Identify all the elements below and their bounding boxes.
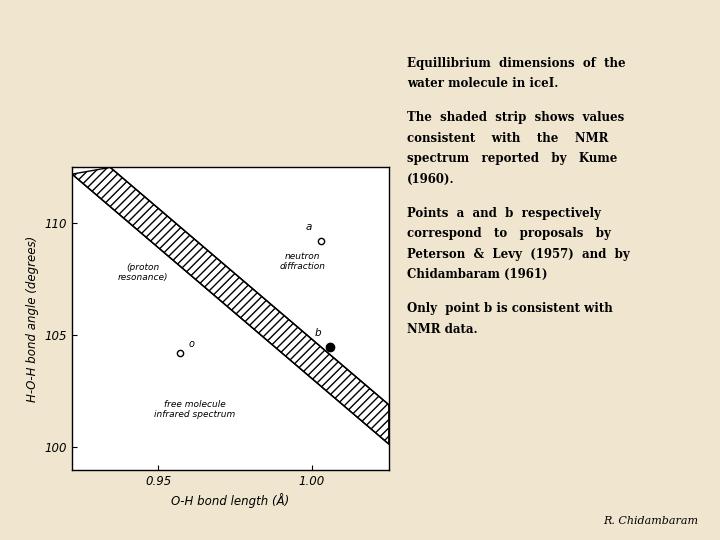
Y-axis label: H-O-H bond angle (degrees): H-O-H bond angle (degrees)	[26, 235, 39, 402]
Text: Chidambaram (1961): Chidambaram (1961)	[407, 268, 547, 281]
Polygon shape	[72, 167, 389, 444]
Text: b: b	[315, 328, 321, 338]
Text: neutron
diffraction: neutron diffraction	[279, 252, 325, 271]
Text: o: o	[189, 339, 195, 349]
Text: Peterson  &  Levy  (1957)  and  by: Peterson & Levy (1957) and by	[407, 248, 629, 261]
Text: The  shaded  strip  shows  values: The shaded strip shows values	[407, 111, 624, 124]
Text: Only  point b is consistent with: Only point b is consistent with	[407, 302, 613, 315]
Text: (1960).: (1960).	[407, 173, 454, 186]
Text: a: a	[306, 222, 312, 232]
Text: consistent    with    the    NMR: consistent with the NMR	[407, 132, 608, 145]
Text: Points  a  and  b  respectively: Points a and b respectively	[407, 207, 600, 220]
Text: water molecule in iceI.: water molecule in iceI.	[407, 77, 558, 90]
Text: free molecule
infrared spectrum: free molecule infrared spectrum	[154, 400, 235, 419]
X-axis label: O-H bond length (Å): O-H bond length (Å)	[171, 493, 289, 508]
Text: R. Chidambaram: R. Chidambaram	[603, 516, 698, 526]
Text: NMR data.: NMR data.	[407, 323, 477, 336]
Text: spectrum   reported   by   Kume: spectrum reported by Kume	[407, 152, 617, 165]
Text: correspond   to   proposals   by: correspond to proposals by	[407, 227, 611, 240]
Text: Equillibrium  dimensions  of  the: Equillibrium dimensions of the	[407, 57, 626, 70]
Text: (proton
resonance): (proton resonance)	[117, 263, 168, 282]
